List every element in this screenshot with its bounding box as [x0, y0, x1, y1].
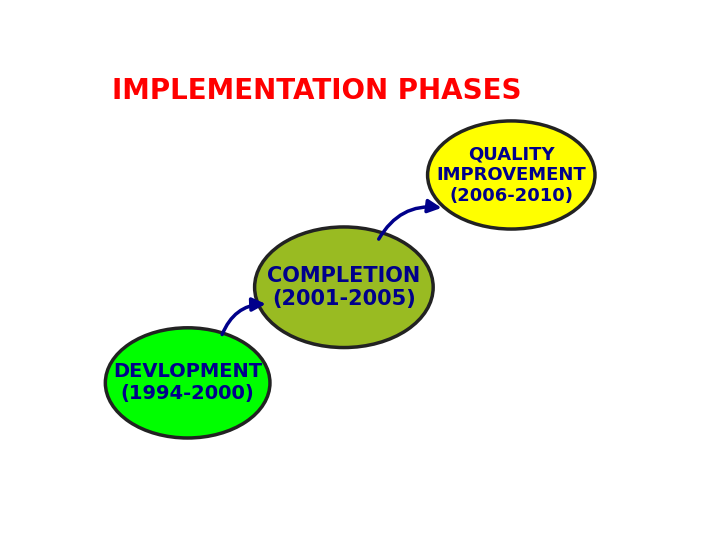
Text: COMPLETION
(2001-2005): COMPLETION (2001-2005) — [267, 266, 420, 309]
Text: QUALITY
IMPROVEMENT
(2006-2010): QUALITY IMPROVEMENT (2006-2010) — [436, 145, 586, 205]
Ellipse shape — [105, 328, 270, 438]
Ellipse shape — [428, 121, 595, 229]
Ellipse shape — [255, 227, 433, 348]
Text: DEVLOPMENT
(1994-2000): DEVLOPMENT (1994-2000) — [113, 362, 262, 403]
Text: IMPLEMENTATION PHASES: IMPLEMENTATION PHASES — [112, 77, 522, 105]
